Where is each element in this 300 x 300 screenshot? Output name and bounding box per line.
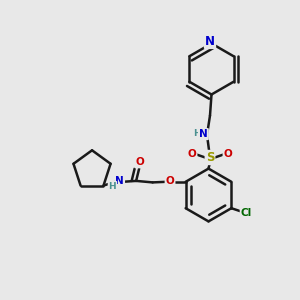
Text: O: O	[224, 149, 232, 159]
Text: O: O	[135, 157, 144, 167]
Text: Cl: Cl	[241, 208, 252, 218]
Text: N: N	[115, 176, 124, 186]
Text: H: H	[109, 182, 116, 191]
Text: O: O	[188, 149, 196, 159]
Text: O: O	[166, 176, 174, 186]
Text: N: N	[205, 35, 215, 48]
Text: S: S	[206, 151, 214, 164]
Text: N: N	[199, 129, 208, 139]
Text: H: H	[194, 129, 201, 138]
